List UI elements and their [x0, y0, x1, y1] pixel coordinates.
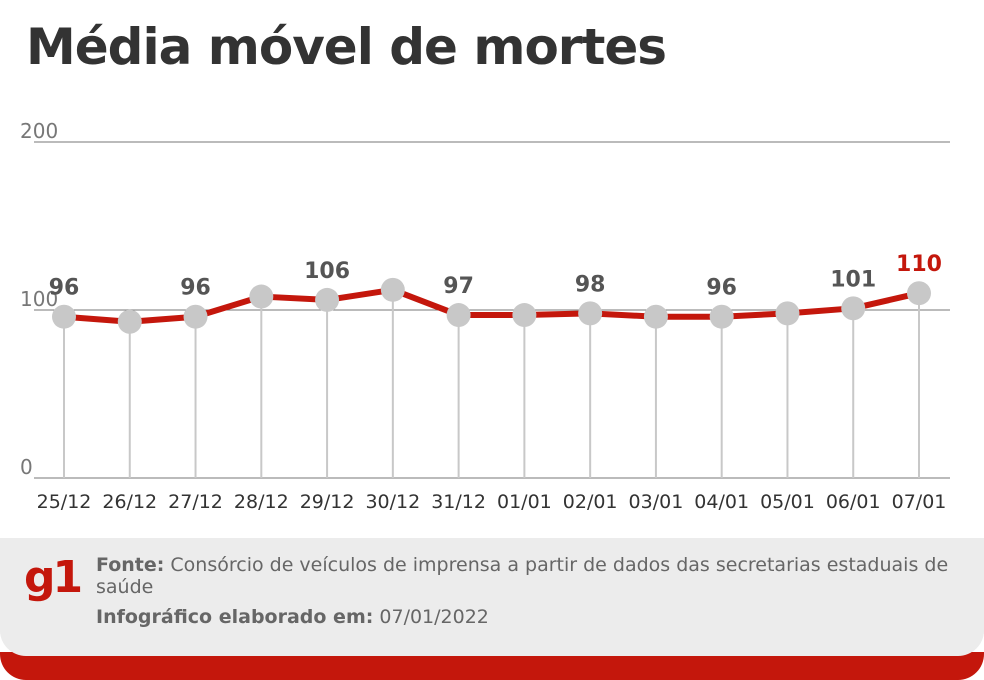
- data-label: 101: [830, 267, 876, 292]
- data-point: [709, 304, 734, 329]
- x-tick-label: 31/12: [431, 491, 486, 513]
- x-tick-label: 26/12: [102, 491, 157, 513]
- y-tick-label: 100: [20, 287, 58, 311]
- y-tick-label: 200: [20, 119, 58, 143]
- x-axis: 25/12 26/12 27/12 28/12 29/12 30/12 31/12 01/01…: [37, 491, 947, 513]
- x-tick-label: 02/01: [563, 491, 618, 513]
- line-chart: 200 100 0 96 96 106 97 98 96 101 110 25/12 26/12 27…: [20, 119, 950, 513]
- x-tick-label: 28/12: [234, 491, 289, 513]
- data-label: 96: [706, 276, 737, 301]
- x-tick-label: 07/01: [892, 491, 947, 513]
- grid-layer: [34, 141, 950, 479]
- footer-accent-bar: [0, 652, 984, 680]
- data-point: [578, 301, 603, 326]
- x-tick-label: 30/12: [365, 491, 420, 513]
- made-note: Infográfico elaborado em: 07/01/2022: [96, 606, 489, 628]
- data-label: 97: [443, 274, 474, 299]
- x-tick-label: 06/01: [826, 491, 881, 513]
- data-label: 96: [180, 276, 211, 301]
- source-note: Fonte: Consórcio de veículos de imprensa…: [96, 554, 956, 598]
- marker-layer: [52, 277, 931, 334]
- made-date: 07/01/2022: [379, 606, 489, 628]
- x-tick-label: 27/12: [168, 491, 223, 513]
- g1-logo: g1: [24, 552, 83, 603]
- source-label: Fonte:: [96, 554, 165, 576]
- y-tick-label: 0: [20, 455, 33, 479]
- data-label: 106: [304, 259, 350, 284]
- x-tick-label: 01/01: [497, 491, 552, 513]
- data-point: [775, 301, 800, 326]
- x-tick-label: 03/01: [629, 491, 684, 513]
- chart-title: Média móvel de mortes: [26, 18, 667, 76]
- data-point: [315, 287, 340, 312]
- x-tick-label: 29/12: [300, 491, 355, 513]
- data-point: [446, 303, 471, 328]
- data-point: [907, 281, 931, 306]
- data-point: [841, 296, 866, 321]
- x-tick-label: 25/12: [37, 491, 92, 513]
- footer-panel: [0, 538, 984, 656]
- x-tick-label: 05/01: [760, 491, 815, 513]
- data-label: 110: [896, 252, 942, 277]
- y-axis: 200 100 0: [20, 119, 58, 479]
- data-point: [117, 309, 142, 334]
- source-text: Consórcio de veículos de imprensa a part…: [96, 554, 949, 598]
- data-label: 98: [575, 272, 606, 297]
- data-point: [183, 304, 208, 329]
- data-point: [643, 304, 668, 329]
- data-point: [380, 277, 405, 302]
- data-point: [52, 304, 76, 329]
- data-label-layer: 96 96 106 97 98 96 101 110: [49, 252, 942, 301]
- data-point: [249, 284, 274, 309]
- data-label: 96: [49, 276, 80, 301]
- made-label: Infográfico elaborado em:: [96, 606, 374, 628]
- data-point: [512, 303, 537, 328]
- x-tick-label: 04/01: [694, 491, 749, 513]
